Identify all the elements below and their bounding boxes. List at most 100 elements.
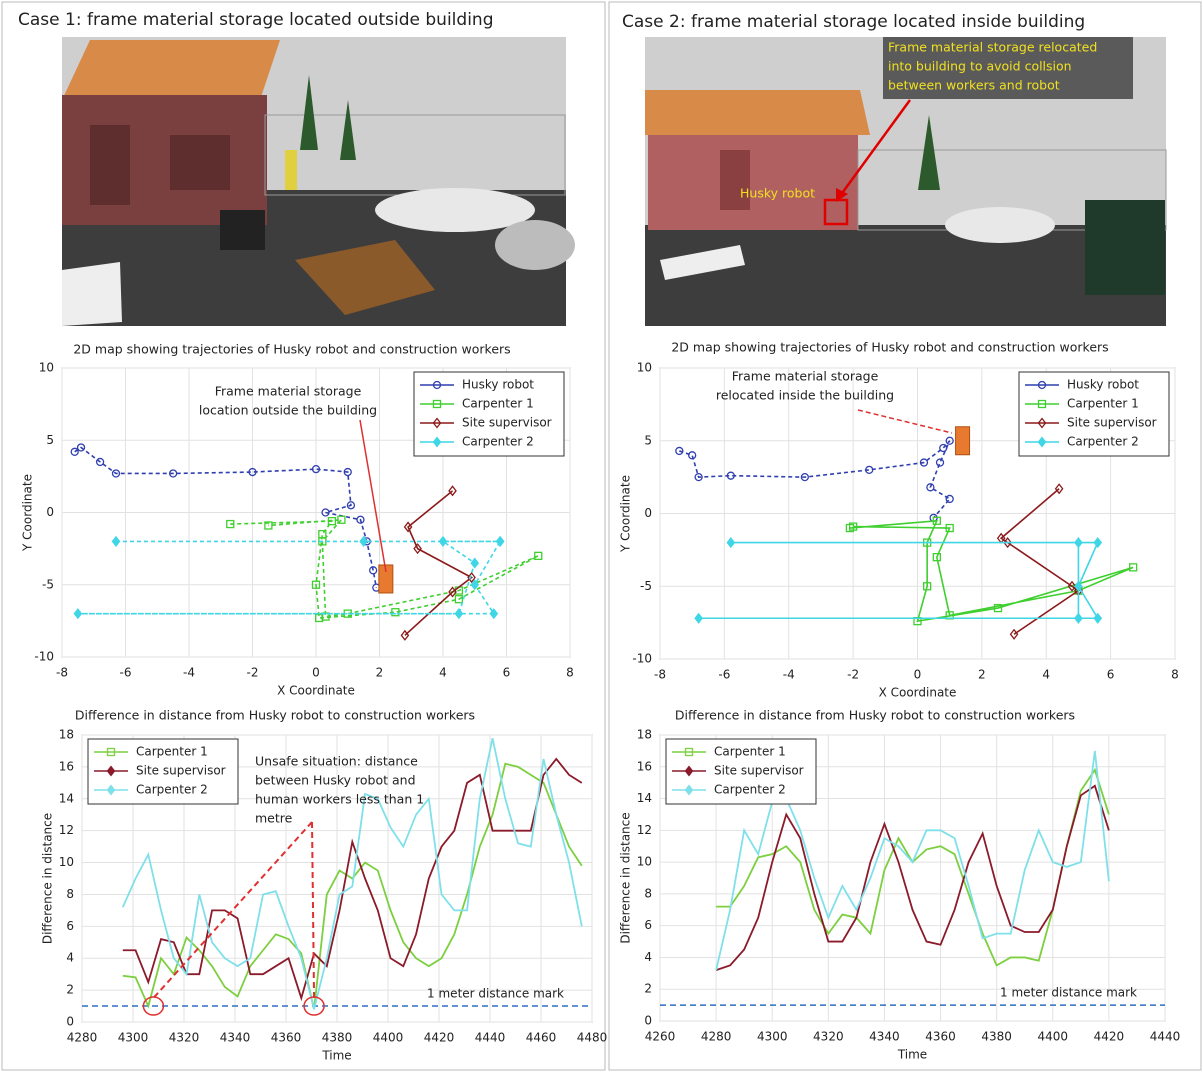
annotation: between Husky robot and xyxy=(255,773,416,788)
chart-title: 2D map showing trajectories of Husky rob… xyxy=(73,342,510,357)
legend-label: Carpenter 2 xyxy=(462,435,534,449)
x-tick-label: 4300 xyxy=(757,1030,788,1044)
chart-title: Difference in distance from Husky robot … xyxy=(675,708,1075,723)
y-tick-label: 10 xyxy=(59,855,74,869)
x-tick-label: 4400 xyxy=(1038,1030,1069,1044)
x-tick-label: 4480 xyxy=(577,1031,608,1045)
annotation: metre xyxy=(255,811,293,826)
x-tick-label: 6 xyxy=(503,666,511,680)
x-tick-label: -8 xyxy=(56,666,68,680)
y-tick-label: 6 xyxy=(66,919,74,933)
y-tick-label: 0 xyxy=(644,1014,652,1028)
scene-image xyxy=(62,37,575,326)
y-tick-label: 10 xyxy=(39,361,54,375)
x-tick-label: 4460 xyxy=(526,1031,557,1045)
legend-label: Carpenter 2 xyxy=(1067,435,1139,449)
legend-label: Carpenter 1 xyxy=(136,745,208,759)
x-tick-label: -4 xyxy=(783,668,795,682)
legend-label: Site supervisor xyxy=(462,416,552,430)
y-tick-label: 14 xyxy=(637,791,652,805)
scene-label: between workers and robot xyxy=(888,78,1060,93)
x-axis-label: X Coordinate xyxy=(277,684,355,698)
x-tick-label: 0 xyxy=(312,666,320,680)
legend-label: Carpenter 1 xyxy=(462,397,534,411)
x-tick-label: 4400 xyxy=(373,1031,404,1045)
y-tick-label: 14 xyxy=(59,791,74,805)
legend-label: Carpenter 2 xyxy=(714,783,786,797)
x-tick-label: 4440 xyxy=(1150,1030,1181,1044)
x-tick-label: 4380 xyxy=(981,1030,1012,1044)
legend-label: Carpenter 1 xyxy=(1067,397,1139,411)
y-tick-label: 16 xyxy=(637,759,652,773)
y-tick-label: 18 xyxy=(59,728,74,742)
x-tick-label: 4420 xyxy=(1094,1030,1125,1044)
y-tick-label: -10 xyxy=(632,652,652,666)
legend-label: Site supervisor xyxy=(714,764,804,778)
y-tick-label: 5 xyxy=(46,433,54,447)
y-tick-label: 12 xyxy=(59,823,74,837)
x-tick-label: 4 xyxy=(439,666,447,680)
scene-label: Husky robot xyxy=(740,186,815,201)
y-axis-label: Y Coordinate xyxy=(619,475,633,553)
panel-title: Case 2: frame material storage located i… xyxy=(622,12,1085,32)
x-tick-label: 4280 xyxy=(67,1031,98,1045)
x-tick-label: 4440 xyxy=(475,1031,506,1045)
annotation: Frame material storage xyxy=(732,369,879,384)
x-tick-label: 8 xyxy=(566,666,574,680)
chart-title: 2D map showing trajectories of Husky rob… xyxy=(671,340,1108,355)
legend-label: Carpenter 2 xyxy=(136,783,208,797)
y-tick-label: -10 xyxy=(34,650,54,664)
legend-label: Husky robot xyxy=(1067,378,1139,392)
x-tick-label: 4420 xyxy=(424,1031,455,1045)
annotation: human workers less than 1 xyxy=(255,792,424,807)
x-tick-label: 4300 xyxy=(118,1031,149,1045)
x-axis-label: Time xyxy=(321,1049,351,1063)
legend-label: Site supervisor xyxy=(1067,416,1157,430)
legend-label: Carpenter 1 xyxy=(714,745,786,759)
x-tick-label: 4360 xyxy=(925,1030,956,1044)
y-tick-label: 8 xyxy=(644,886,652,900)
x-tick-label: 4320 xyxy=(813,1030,844,1044)
reference-label: 1 meter distance mark xyxy=(427,987,564,1001)
scene-image: Frame material storage relocated into bu… xyxy=(645,37,1166,326)
x-tick-label: 0 xyxy=(914,668,922,682)
x-tick-label: -6 xyxy=(120,666,132,680)
x-tick-label: 4380 xyxy=(322,1031,353,1045)
y-axis-label: Y Coordinate xyxy=(21,474,35,552)
panel-title: Case 1: frame material storage located o… xyxy=(18,10,494,30)
x-tick-label: 4320 xyxy=(169,1031,200,1045)
y-tick-label: 4 xyxy=(66,951,74,965)
x-tick-label: -4 xyxy=(183,666,195,680)
x-tick-label: 6 xyxy=(1107,668,1115,682)
y-tick-label: 0 xyxy=(644,506,652,520)
x-tick-label: 4360 xyxy=(271,1031,302,1045)
annotation: Frame material storage xyxy=(215,384,362,399)
y-tick-label: 0 xyxy=(66,1015,74,1029)
storage-location xyxy=(956,427,970,455)
y-tick-label: 6 xyxy=(644,918,652,932)
x-tick-label: 8 xyxy=(1171,668,1179,682)
y-tick-label: 12 xyxy=(637,823,652,837)
x-tick-label: 4260 xyxy=(645,1030,676,1044)
x-tick-label: 4280 xyxy=(701,1030,732,1044)
x-tick-label: -6 xyxy=(718,668,730,682)
y-tick-label: 10 xyxy=(637,855,652,869)
reference-label: 1 meter distance mark xyxy=(1000,986,1137,1000)
y-tick-label: 5 xyxy=(644,433,652,447)
x-tick-label: 4340 xyxy=(220,1031,251,1045)
x-tick-label: -2 xyxy=(247,666,259,680)
y-axis-label: Difference in distance xyxy=(41,813,55,944)
x-axis-label: Time xyxy=(897,1048,927,1062)
y-tick-label: 4 xyxy=(644,950,652,964)
annotation: relocated inside the building xyxy=(716,388,894,403)
y-tick-label: -5 xyxy=(640,579,652,593)
chart-title: Difference in distance from Husky robot … xyxy=(75,708,475,723)
y-axis-label: Difference in distance xyxy=(619,812,633,943)
scene-label: into building to avoid collsion xyxy=(888,59,1072,74)
x-tick-label: 4 xyxy=(1042,668,1050,682)
figure: Case 1: frame material storage located o… xyxy=(0,0,1203,1072)
y-tick-label: 16 xyxy=(59,759,74,773)
x-tick-label: -8 xyxy=(654,668,666,682)
legend-label: Husky robot xyxy=(462,378,534,392)
y-tick-label: 0 xyxy=(46,505,54,519)
